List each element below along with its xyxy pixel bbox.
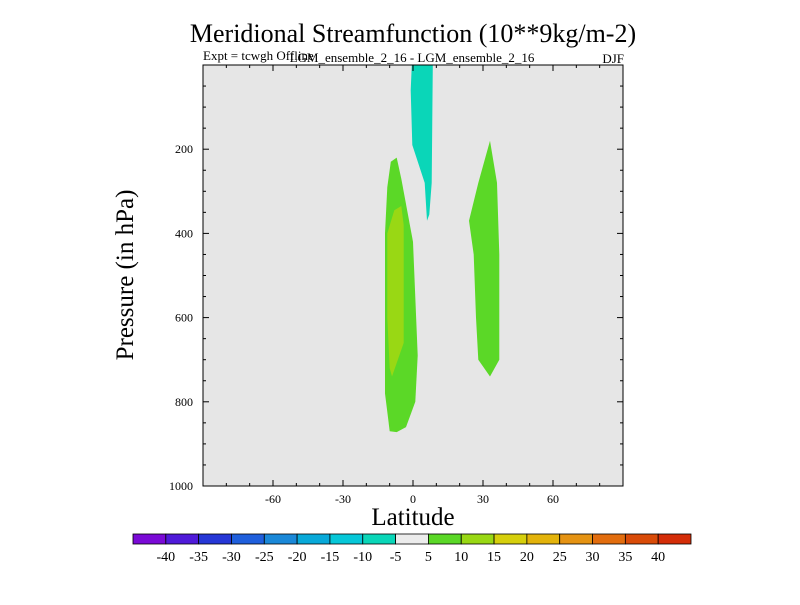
colorbar-swatch [624, 533, 659, 545]
colorbar-label: 20 [520, 550, 534, 565]
colorbar-swatch [657, 533, 692, 545]
colorbar-swatch [559, 533, 593, 545]
colorbar-label: -5 [390, 550, 402, 565]
y-axis-label: Pressure (in hPa) [112, 190, 139, 361]
colorbar-swatch [592, 533, 626, 545]
colorbar-swatch [428, 533, 462, 545]
y-tick-label: 800 [175, 395, 193, 409]
colorbar-swatch [460, 533, 495, 545]
negative-cell-upper-region [410, 65, 433, 221]
x-tick-label: 0 [410, 492, 416, 506]
chart-subtitle-center: LGM_ensemble_2_16 - LGM_ensemble_2_16 [290, 50, 535, 65]
positive-cell-southern-core-region [387, 206, 404, 377]
x-axis-label: Latitude [371, 504, 454, 531]
colorbar-swatch [132, 533, 167, 545]
colorbar-label: -25 [255, 550, 274, 565]
colorbar-label: 30 [586, 550, 600, 565]
colorbar-swatch [329, 533, 364, 545]
x-tick-label: -30 [335, 492, 351, 506]
y-tick-label: 400 [175, 226, 193, 240]
colorbar: -40 -35 -30 -25 -20 -15 -10 -5 5 10 15 20 25 30 35 40 [132, 533, 692, 565]
colorbar-swatch [493, 533, 528, 545]
colorbar-label: -10 [353, 550, 372, 565]
axis-ticks: -60 -30 0 30 60 200 400 600 800 1000 [169, 64, 624, 506]
colorbar-label: -40 [156, 550, 175, 565]
colorbar-label: -30 [222, 550, 241, 565]
colorbar-label: 35 [618, 550, 632, 565]
contour-regions [385, 65, 500, 433]
x-tick-label: -60 [265, 492, 281, 506]
colorbar-label: -15 [321, 550, 340, 565]
positive-cell-northern-region [469, 140, 500, 377]
colorbar-swatch [526, 533, 561, 545]
colorbar-swatch [263, 533, 298, 545]
colorbar-label: 15 [487, 550, 501, 565]
x-tick-label: 60 [547, 492, 559, 506]
colorbar-label: -35 [189, 550, 208, 565]
colorbar-swatch [198, 533, 232, 545]
y-tick-label: 200 [175, 142, 193, 156]
colorbar-label: 10 [454, 550, 468, 565]
colorbar-swatch [362, 533, 396, 545]
chart-subtitle-left: Expt = tcwgh Offline [203, 48, 314, 63]
colorbar-label: 40 [651, 550, 665, 565]
colorbar-swatch [231, 533, 265, 545]
colorbar-label: -20 [288, 550, 307, 565]
colorbar-label: 25 [553, 550, 567, 565]
chart-subtitle-right: DJF [602, 51, 624, 66]
colorbar-label: 5 [425, 550, 432, 565]
colorbar-swatch [165, 533, 200, 545]
y-tick-label: 600 [175, 311, 193, 325]
colorbar-swatch [296, 533, 331, 545]
chart-title: Meridional Streamfunction (10**9kg/m-2) [190, 19, 636, 48]
x-tick-label: 30 [477, 492, 489, 506]
colorbar-swatch [395, 533, 429, 545]
y-tick-label: 1000 [169, 479, 193, 493]
